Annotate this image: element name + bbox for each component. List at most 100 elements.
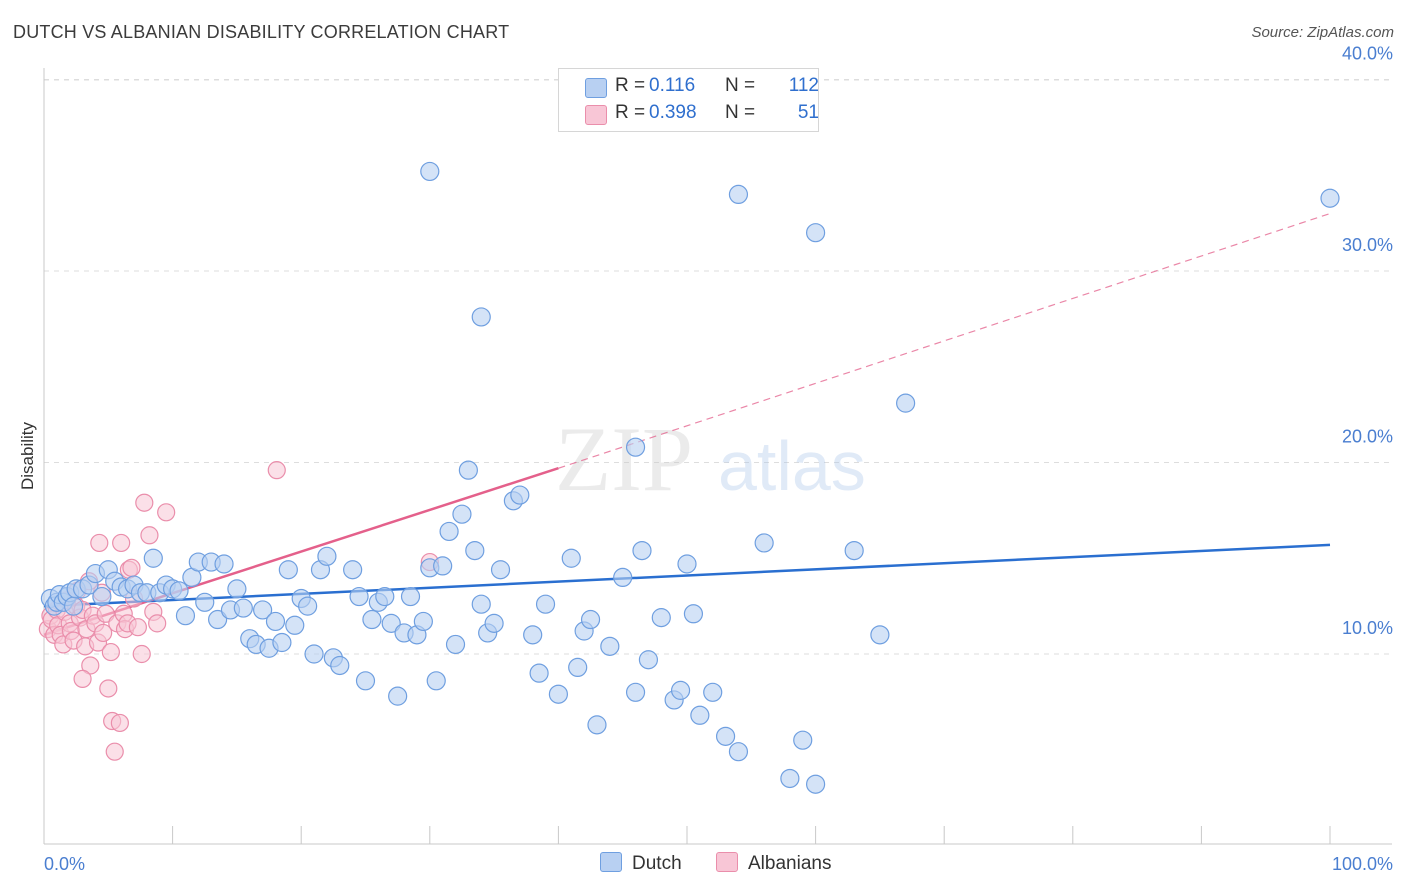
- dutch-trend-line: [43, 543, 1331, 608]
- dutch-point: [580, 609, 601, 630]
- albanian-point: [140, 526, 159, 545]
- dutch-point: [272, 632, 292, 653]
- y-tick-labels: 10.0% 20.0% 30.0% 40.0%: [1342, 44, 1393, 639]
- dutch-point: [490, 560, 511, 580]
- dutch-point: [844, 540, 864, 561]
- watermark: ZIP atlas: [555, 408, 866, 510]
- dutch-point: [600, 636, 620, 656]
- dutch-n-value: 112: [788, 75, 819, 96]
- dutch-point: [1320, 188, 1340, 208]
- dutch-point: [651, 608, 671, 628]
- dutch-n-label: N =: [725, 75, 756, 96]
- dutch-point: [703, 682, 723, 702]
- dutch-point: [63, 596, 84, 616]
- dutch-point: [452, 504, 472, 524]
- dutch-point: [92, 586, 112, 607]
- dutch-point: [265, 611, 286, 632]
- albanian-n-value: 51: [797, 102, 819, 123]
- dutch-point: [278, 560, 298, 580]
- dutch-point: [298, 596, 318, 616]
- dutch-point: [175, 606, 196, 626]
- albanian-point: [101, 642, 120, 662]
- y-tick-label: 20.0%: [1342, 427, 1393, 447]
- dutch-point: [143, 548, 163, 568]
- albanian-point: [73, 669, 92, 688]
- source-label: Source: ZipAtlas.com: [1251, 24, 1394, 41]
- dutch-point: [805, 774, 826, 794]
- dutch-point: [349, 586, 369, 607]
- albanian-point: [132, 644, 151, 664]
- dutch-point: [433, 556, 453, 576]
- dutch-points: [40, 161, 1340, 794]
- dutch-point: [780, 768, 800, 789]
- albanian-swatch: [585, 105, 607, 125]
- y-tick-label: 10.0%: [1342, 618, 1393, 638]
- dutch-point: [690, 705, 710, 725]
- y-tick-label: 40.0%: [1342, 44, 1393, 64]
- albanian-point: [105, 742, 124, 761]
- albanian-point: [128, 618, 147, 637]
- dutch-point: [613, 567, 633, 588]
- dutch-point: [169, 581, 189, 601]
- dutch-point: [458, 460, 478, 480]
- grid-lines: [44, 79, 1392, 655]
- dutch-r-value: 0.116: [649, 75, 696, 96]
- dutch-point: [510, 485, 530, 505]
- dutch-trend-segment: [43, 543, 1331, 608]
- legend-item-albanians[interactable]: Albanians: [716, 852, 831, 875]
- dutch-point: [535, 594, 556, 614]
- albanian-trend-dashed: [558, 212, 1331, 469]
- dutch-point: [208, 609, 228, 630]
- dutch-point: [214, 554, 234, 574]
- dutch-point: [304, 644, 324, 664]
- albanian-r-value: 0.398: [649, 102, 697, 123]
- x-tick-labels: 0.0% 100.0%: [44, 854, 1393, 874]
- dutch-point: [439, 521, 459, 542]
- dutch-point: [195, 592, 215, 612]
- dutch-point: [343, 560, 363, 580]
- dutch-point: [561, 548, 581, 568]
- albanian-point: [110, 713, 129, 733]
- albanian-point: [122, 558, 141, 577]
- dutch-point: [426, 671, 446, 691]
- dutch-point: [632, 540, 652, 561]
- dutch-point: [471, 307, 491, 327]
- albanian-point: [112, 533, 131, 553]
- dutch-point: [805, 223, 826, 243]
- albanian-points: [38, 461, 439, 761]
- dutch-swatch: [585, 78, 607, 98]
- albanian-point: [94, 623, 113, 643]
- dutch-point: [400, 586, 421, 607]
- albanian-point: [135, 493, 154, 512]
- watermark-zip: ZIP: [555, 408, 693, 510]
- dutch-point: [683, 604, 704, 624]
- legend-item-dutch[interactable]: Dutch: [600, 852, 682, 875]
- dutch-point: [754, 533, 774, 553]
- dutch-legend-label: Dutch: [632, 853, 682, 874]
- dutch-point: [253, 600, 273, 620]
- dutch-point: [465, 540, 485, 561]
- albanian-point: [90, 533, 109, 553]
- albanian-point: [267, 461, 286, 480]
- dutch-point: [677, 554, 697, 574]
- dutch-point: [362, 609, 382, 630]
- dutch-point: [317, 546, 337, 566]
- albanian-point: [99, 679, 118, 698]
- dutch-point: [381, 613, 401, 633]
- y-tick-label: 30.0%: [1342, 235, 1393, 255]
- dutch-point: [625, 682, 646, 702]
- dutch-point: [529, 663, 549, 683]
- dutch-point: [670, 680, 691, 700]
- dutch-r-label: R =: [615, 75, 646, 96]
- watermark-atlas: atlas: [718, 427, 866, 505]
- dutch-point: [523, 625, 543, 645]
- stats-legend: R = 0.116 N = 112 R = 0.398 N = 51: [558, 68, 819, 132]
- dutch-point: [715, 726, 736, 746]
- dutch-point: [388, 686, 408, 706]
- axes: [43, 68, 1392, 845]
- dutch-point: [375, 586, 395, 607]
- dutch-point: [625, 437, 646, 457]
- x-tick-label-max: 100.0%: [1332, 854, 1393, 874]
- dutch-point: [587, 715, 607, 735]
